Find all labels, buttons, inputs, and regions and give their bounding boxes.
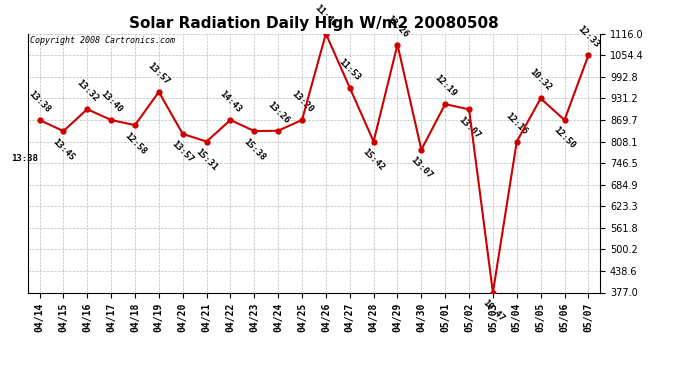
Text: 15:31: 15:31 bbox=[194, 147, 219, 172]
Text: 15:42: 15:42 bbox=[361, 147, 386, 172]
Text: 13:45: 13:45 bbox=[50, 136, 76, 162]
Text: 13:32: 13:32 bbox=[75, 78, 100, 104]
Text: 15:38: 15:38 bbox=[241, 136, 267, 162]
Text: 13:26: 13:26 bbox=[266, 100, 291, 125]
Text: 12:19: 12:19 bbox=[433, 73, 458, 99]
Text: 11:46: 11:46 bbox=[313, 3, 339, 28]
Text: 12:33: 12:33 bbox=[575, 24, 601, 50]
Text: 14:43: 14:43 bbox=[218, 89, 243, 114]
Text: 13:07: 13:07 bbox=[408, 155, 434, 181]
Text: 12:26: 12:26 bbox=[385, 13, 410, 39]
Text: 10:32: 10:32 bbox=[528, 68, 553, 93]
Text: 13:20: 13:20 bbox=[289, 89, 315, 114]
Text: 11:53: 11:53 bbox=[337, 57, 362, 82]
Text: 12:58: 12:58 bbox=[122, 131, 148, 156]
Text: 10:47: 10:47 bbox=[480, 298, 506, 323]
Text: 13:40: 13:40 bbox=[99, 89, 124, 114]
Text: 12:16: 12:16 bbox=[504, 111, 529, 136]
Title: Solar Radiation Daily High W/m2 20080508: Solar Radiation Daily High W/m2 20080508 bbox=[129, 16, 499, 31]
Text: 13:57: 13:57 bbox=[146, 61, 172, 86]
Text: 12:50: 12:50 bbox=[552, 126, 578, 151]
Text: 13:07: 13:07 bbox=[456, 115, 482, 140]
Text: 13:38: 13:38 bbox=[27, 89, 52, 114]
Y-axis label: 13:38: 13:38 bbox=[11, 154, 38, 163]
Text: 13:57: 13:57 bbox=[170, 140, 195, 165]
Text: Copyright 2008 Cartronics.com: Copyright 2008 Cartronics.com bbox=[30, 36, 175, 45]
